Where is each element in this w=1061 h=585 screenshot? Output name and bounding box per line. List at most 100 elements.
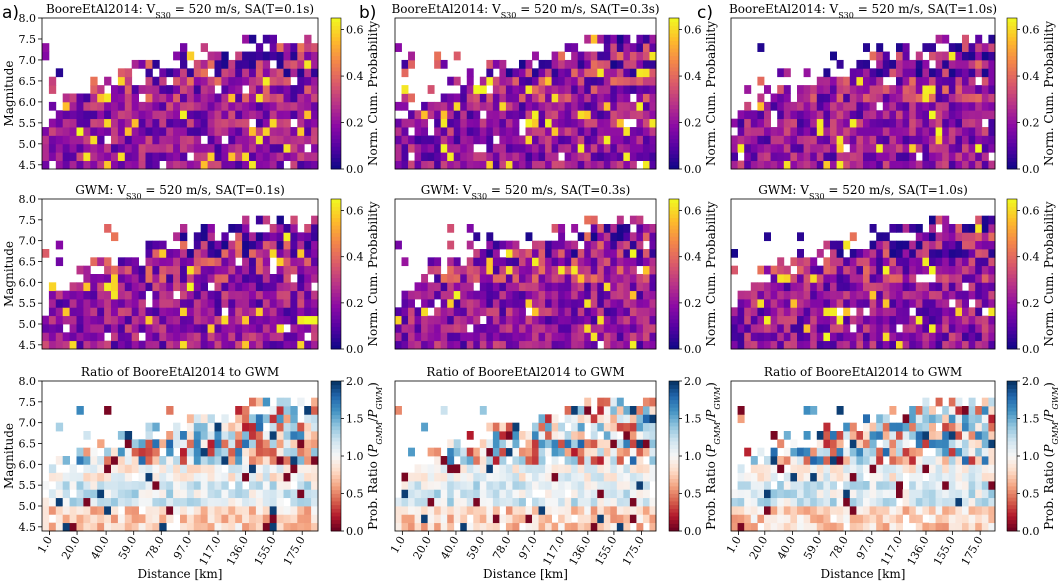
heatmap-cell: [816, 439, 824, 449]
heatmap-cell: [869, 224, 877, 233]
heatmap-cell: [421, 290, 429, 300]
heatmap-cell: [173, 152, 181, 162]
heatmap-cell: [803, 160, 811, 170]
heatmap-cell: [486, 315, 494, 325]
heatmap-cell: [538, 282, 546, 292]
heatmap-cell: [249, 249, 257, 258]
heatmap-cell: [869, 439, 877, 449]
heatmap-cell: [975, 456, 983, 465]
heatmap-cell: [988, 265, 996, 275]
heatmap-cell: [942, 497, 950, 507]
heatmap-cell: [731, 249, 738, 258]
x-tick-label: 175.0: [620, 534, 647, 568]
heatmap-cell: [242, 514, 250, 524]
heatmap-cell: [538, 143, 546, 153]
heatmap-cell: [166, 265, 174, 275]
heatmap-cell: [159, 439, 167, 449]
heatmap-cell: [737, 332, 745, 342]
heatmap-cell: [124, 464, 133, 474]
heatmap-cell: [968, 240, 976, 250]
heatmap-cell: [440, 514, 448, 524]
heatmap-cell: [975, 93, 983, 103]
heatmap-cell: [816, 282, 824, 292]
heatmap-cell: [152, 160, 160, 170]
heatmap-cell: [558, 240, 566, 250]
heatmap-cell: [145, 497, 153, 507]
heatmap-cell: [843, 464, 851, 474]
heatmap-cell: [981, 257, 989, 267]
heatmap-cell: [836, 506, 844, 515]
colorbar-step: [669, 55, 679, 60]
heatmap-cell: [311, 59, 319, 69]
heatmap-cell: [955, 307, 963, 317]
heatmap-cell: [636, 240, 644, 250]
colorbar-step: [669, 199, 679, 204]
heatmap-cell: [42, 481, 50, 490]
heatmap-cell: [255, 68, 264, 78]
heatmap-cell: [200, 232, 208, 242]
heatmap-cell: [783, 127, 791, 136]
heatmap-cell: [473, 307, 481, 317]
heatmap-cell: [440, 118, 448, 128]
heatmap-cell: [816, 447, 824, 457]
heatmap-cell: [882, 332, 890, 342]
heatmap-cell: [616, 506, 624, 515]
heatmap-cell: [111, 307, 119, 317]
heatmap-cell: [731, 324, 738, 333]
heatmap-cell: [297, 232, 305, 242]
heatmap-cell: [856, 59, 864, 69]
heatmap-cell: [810, 152, 818, 162]
heatmap-cell: [975, 481, 983, 490]
heatmap-cell: [955, 118, 963, 128]
heatmap-cell: [902, 224, 910, 233]
heatmap-cell: [803, 274, 811, 283]
heatmap-cell: [505, 135, 513, 145]
heatmap-cell: [636, 118, 644, 128]
heatmap-cell: [590, 290, 598, 300]
heatmap-cell: [915, 307, 923, 317]
heatmap-cell: [849, 315, 857, 325]
heatmap-cell: [623, 68, 631, 78]
heatmap-cell: [283, 282, 291, 292]
heatmap-cell: [479, 93, 487, 103]
heatmap-cell: [90, 464, 98, 474]
heatmap-cell: [401, 68, 409, 78]
heatmap-cell: [577, 439, 585, 449]
heatmap-cell: [935, 439, 943, 449]
heatmap-cell: [830, 274, 837, 283]
heatmap-cell: [777, 160, 785, 170]
heatmap-cell: [935, 215, 943, 225]
heatmap-cell: [499, 265, 507, 275]
heatmap-cell: [90, 481, 98, 490]
heatmap-cell: [104, 489, 112, 499]
heatmap-cell: [42, 497, 50, 507]
heatmap-cell: [262, 439, 271, 449]
heatmap-cell: [276, 257, 284, 267]
heatmap-cell: [889, 257, 897, 267]
heatmap-cell: [577, 422, 585, 432]
heatmap-cell: [869, 160, 877, 170]
heatmap-cell: [882, 232, 890, 242]
colorbar-step: [669, 74, 679, 79]
heatmap-cell: [460, 340, 468, 350]
heatmap-cell: [290, 456, 298, 465]
heatmap-cell: [849, 431, 857, 440]
axes-frame: [730, 380, 996, 532]
colorbar-step: [669, 512, 679, 517]
heatmap-cell: [532, 143, 539, 153]
heatmap-cell: [836, 439, 844, 449]
heatmap-cell: [62, 497, 70, 507]
panel-title: BooreEtAl2014: VS30 = 520 m/s, SA(T=0.1s…: [46, 2, 314, 20]
heatmap-cell: [564, 68, 572, 78]
heatmap-cell: [447, 127, 455, 136]
colorbar-step: [1007, 433, 1017, 438]
heatmap-cell: [200, 414, 208, 424]
heatmap-cell: [935, 282, 943, 292]
heatmap-cell: [629, 282, 637, 292]
heatmap-cell: [486, 249, 494, 258]
heatmap-cell: [935, 118, 943, 128]
heatmap-cell: [948, 414, 956, 424]
heatmap-cell: [269, 282, 277, 292]
colorbar-step: [1007, 345, 1017, 350]
heatmap-cell: [797, 299, 804, 308]
